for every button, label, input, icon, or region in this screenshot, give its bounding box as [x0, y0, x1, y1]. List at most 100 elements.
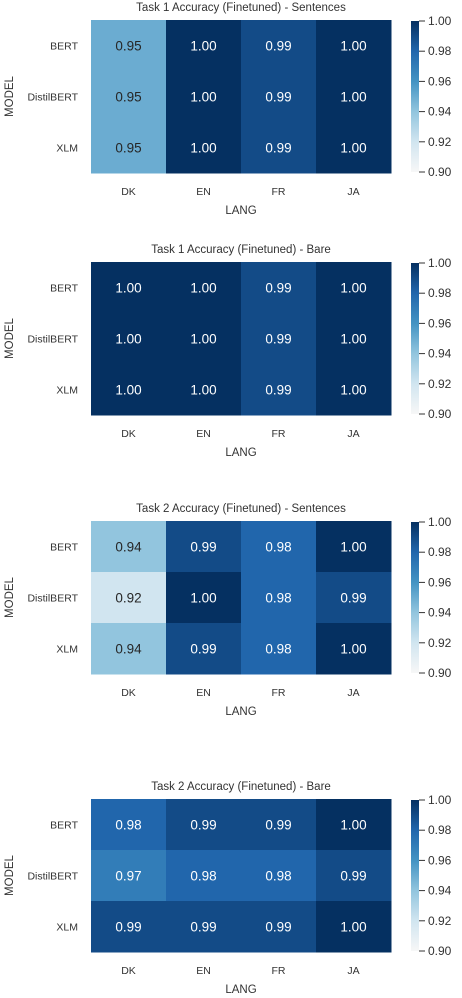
cell-value-label: 1.00	[340, 540, 366, 555]
cell-value-label: 1.00	[340, 920, 366, 935]
heatmap-cell	[166, 364, 242, 416]
heatmap-cell	[166, 799, 242, 851]
colorbar-tick-label: 0.98	[428, 286, 452, 300]
x-axis-label: LANG	[225, 447, 256, 459]
colorbar-tick-label: 0.94	[428, 347, 452, 361]
y-tick-label: DistilBERT	[27, 334, 78, 346]
y-tick-label: DistilBERT	[27, 92, 78, 104]
heatmap-panel: Task 2 Accuracy (Finetuned) - Bare 0.98 0.…	[4, 781, 452, 996]
colorbar	[411, 800, 419, 951]
heatmap-cell	[241, 521, 317, 573]
cell-value-label: 1.00	[340, 332, 366, 347]
cell-value-label: 0.98	[115, 818, 141, 833]
colorbar-tick-label: 1.00	[428, 793, 452, 807]
cell-value-label: 0.94	[115, 642, 142, 657]
cell-value-label: 0.92	[115, 591, 141, 606]
heatmap-cell	[241, 20, 317, 72]
heatmap-cell	[166, 313, 242, 365]
y-axis-label: MODEL	[4, 75, 16, 117]
cell-value-label: 0.99	[115, 920, 141, 935]
cell-value-label: 0.99	[265, 90, 291, 105]
cell-value-label: 1.00	[115, 332, 141, 347]
x-axis-label: LANG	[225, 706, 256, 718]
cell-value-label: 1.00	[190, 39, 216, 54]
heatmap-cell	[316, 262, 392, 314]
heatmap-cell	[241, 122, 317, 174]
cell-value-label: 0.99	[265, 281, 291, 296]
cell-value-label: 0.99	[190, 818, 216, 833]
heatmap-cell	[316, 71, 392, 123]
heatmap-cell	[316, 364, 392, 416]
heatmap-cell	[241, 572, 317, 624]
colorbar-tick-label: 1.00	[428, 515, 452, 529]
heatmap-cell	[166, 901, 242, 953]
colorbar-tick-label: 0.92	[428, 135, 452, 149]
x-tick-label: FR	[272, 428, 286, 440]
heatmap-cell	[91, 313, 167, 365]
cell-value-label: 1.00	[115, 383, 141, 398]
x-tick-label: JA	[347, 428, 359, 440]
x-tick-label: FR	[272, 965, 286, 977]
heatmap-cell	[316, 901, 392, 953]
y-tick-label: DistilBERT	[27, 871, 78, 883]
heatmap-cell	[166, 623, 242, 675]
colorbar-tick-label: 0.96	[428, 853, 452, 867]
cell-value-label: 1.00	[190, 332, 216, 347]
cell-value-label: 0.98	[265, 642, 291, 657]
heatmap-cell	[316, 20, 392, 72]
colorbar-tick-label: 0.90	[428, 944, 452, 958]
heatmap-cell	[241, 901, 317, 953]
x-tick-label: DK	[121, 687, 136, 699]
chart-title: Task 1 Accuracy (Finetuned) - Sentences	[136, 2, 346, 14]
heatmap-cell	[241, 623, 317, 675]
x-tick-label: EN	[196, 428, 211, 440]
cell-value-label: 0.95	[115, 39, 141, 54]
heatmap-cell	[91, 850, 167, 902]
cell-value-label: 1.00	[190, 591, 216, 606]
colorbar-tick-label: 0.94	[428, 606, 452, 620]
cell-value-label: 0.99	[265, 332, 291, 347]
heatmap-cell	[316, 313, 392, 365]
colorbar	[411, 21, 419, 172]
y-axis-label: MODEL	[4, 317, 16, 359]
heatmap-cell	[91, 572, 167, 624]
heatmap-cell	[316, 623, 392, 675]
heatmap-cell	[241, 850, 317, 902]
cell-value-label: 0.98	[190, 869, 216, 884]
cell-value-label: 0.99	[265, 39, 291, 54]
x-tick-label: EN	[196, 965, 211, 977]
heatmap-cell	[166, 850, 242, 902]
x-tick-label: FR	[272, 186, 286, 198]
cell-value-label: 0.99	[340, 591, 366, 606]
heatmap-cell	[166, 521, 242, 573]
cell-value-label: 1.00	[340, 39, 366, 54]
cell-value-label: 0.95	[115, 90, 141, 105]
y-tick-label: BERT	[50, 283, 78, 295]
colorbar-tick-label: 0.90	[428, 165, 452, 179]
x-tick-label: DK	[121, 428, 136, 440]
cell-value-label: 0.98	[265, 591, 291, 606]
heatmap-cell	[241, 71, 317, 123]
colorbar-tick-label: 0.96	[428, 74, 452, 88]
cell-value-label: 0.99	[265, 818, 291, 833]
heatmap-cell	[91, 262, 167, 314]
x-axis-label: LANG	[225, 205, 256, 217]
colorbar	[411, 263, 419, 414]
cell-value-label: 0.99	[190, 540, 216, 555]
cell-value-label: 0.97	[115, 869, 141, 884]
colorbar-tick-label: 0.98	[428, 44, 452, 58]
x-tick-label: JA	[347, 965, 359, 977]
heatmap-cell	[166, 20, 242, 72]
colorbar-tick-label: 1.00	[428, 256, 452, 270]
heatmap-cell	[241, 364, 317, 416]
heatmap-cell	[316, 799, 392, 851]
heatmap-cell	[91, 364, 167, 416]
colorbar-tick-label: 0.94	[428, 884, 452, 898]
colorbar-tick-label: 0.98	[428, 545, 452, 559]
heatmap-cell	[91, 122, 167, 174]
cell-value-label: 1.00	[340, 818, 366, 833]
heatmap-panel: Task 1 Accuracy (Finetuned) - Sentences 0…	[4, 2, 452, 217]
y-tick-label: XLM	[56, 644, 78, 656]
chart-title: Task 2 Accuracy (Finetuned) - Bare	[151, 781, 331, 793]
